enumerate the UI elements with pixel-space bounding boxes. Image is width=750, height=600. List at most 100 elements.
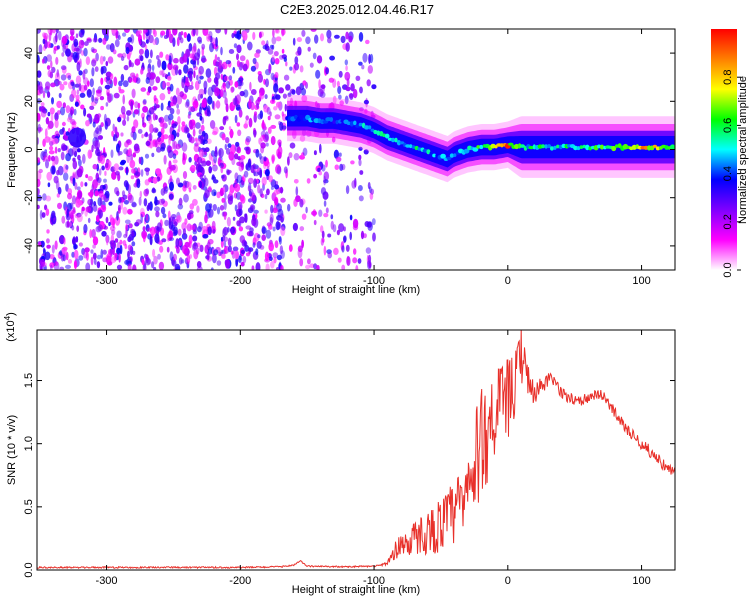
spectrogram-cell: [130, 34, 135, 44]
spectrogram-cell: [101, 165, 105, 171]
spectrogram-cell: [152, 248, 156, 258]
spectrogram-cell: [394, 137, 398, 143]
spectrogram-cell: [353, 120, 357, 126]
spectrogram-cell: [152, 127, 159, 133]
spectrogram-cell: [358, 159, 362, 167]
spectrogram-cell: [172, 64, 179, 71]
spectrogram-cell: [159, 70, 163, 76]
spectrogram-cell: [37, 70, 42, 78]
spectrogram-cell: [238, 208, 243, 216]
spectrogram-cell: [281, 48, 285, 54]
spectrogram-cell: [48, 155, 51, 162]
spectrogram-cell: [358, 32, 364, 42]
spectrogram-cell: [239, 180, 245, 188]
spectrogram-cell: [270, 124, 277, 129]
spectrogram-cell: [220, 166, 224, 174]
spectrogram-cell: [55, 29, 59, 34]
y-tick-label: -40: [23, 238, 35, 254]
spectrogram-cell: [76, 61, 81, 72]
spectrogram-cell: [301, 29, 306, 37]
spectrogram-cell: [490, 143, 496, 149]
spectrogram-cell: [256, 240, 262, 249]
spectrogram-cell: [268, 64, 272, 72]
spectrogram-cell: [76, 186, 81, 191]
spectrogram-cell: [287, 203, 291, 212]
spectrogram-cell: [51, 29, 57, 34]
spectrogram-cell: [165, 29, 170, 39]
spectrogram-cell: [316, 264, 320, 270]
spectrogram-cell: [215, 37, 218, 47]
spectrogram-cell: [215, 78, 219, 87]
spectrogram-cell: [123, 180, 129, 188]
spectrogram-cell: [44, 251, 51, 261]
spectrogram-cell: [188, 210, 194, 215]
spectrogram-cell: [111, 130, 114, 137]
spectrogram-cell: [116, 230, 122, 239]
spectrogram-cell: [199, 180, 203, 189]
spectrogram-cell: [111, 29, 117, 34]
spectrogram-cell: [41, 212, 46, 218]
spectrogram-cell: [60, 106, 66, 116]
spectrogram-cell: [87, 217, 91, 224]
spectrogram-cell: [248, 231, 254, 237]
spectrogram-cell: [196, 205, 200, 213]
spectrogram-cell: [145, 213, 149, 221]
spectrogram-cell: [287, 92, 292, 97]
spectrogram-cell: [234, 29, 237, 35]
spectrogram-cell: [148, 133, 153, 141]
spectrogram-cell: [86, 89, 92, 98]
spectrogram-cell: [297, 46, 302, 56]
spectrogram-cell: [173, 140, 178, 150]
spectrogram-cell: [151, 152, 155, 158]
spectrogram-cell: [149, 226, 156, 236]
spectrogram-cell: [155, 168, 162, 175]
spectrogram-cell: [102, 37, 107, 45]
spectrogram-cell: [73, 38, 79, 48]
spectrogram-cell: [214, 87, 220, 97]
spectrogram-cell: [276, 267, 280, 270]
spectrogram-cell: [178, 69, 182, 76]
spectrogram-cell: [252, 31, 256, 41]
spectrogram-cell: [120, 56, 125, 61]
spectrogram-cell: [105, 60, 109, 67]
spectrogram-cell: [152, 177, 158, 184]
spectrogram-cell: [168, 237, 175, 242]
spectrogram-cell: [84, 182, 88, 187]
spectrogram-cell: [50, 112, 54, 122]
spectrogram-cell: [255, 262, 261, 270]
spectrogram-cell: [266, 188, 270, 196]
spectrogram-cell: [135, 77, 141, 84]
spectrogram-cell: [349, 121, 354, 127]
spectrogram-cell: [294, 56, 299, 65]
spectrogram-cell: [234, 204, 238, 212]
spectrogram-cell: [96, 261, 101, 269]
spectrogram-cell: [168, 137, 171, 145]
spectrogram-cell: [160, 30, 166, 36]
spectrogram-cell: [98, 168, 102, 176]
spectrogram-cell: [109, 225, 116, 231]
spectrogram-cell: [240, 176, 245, 186]
spectrogram-cell: [44, 128, 48, 139]
spectrogram-cell: [93, 201, 97, 207]
spectrogram-cell: [65, 221, 69, 228]
spectrogram-cell: [50, 60, 53, 69]
spectrogram-cell: [339, 163, 344, 171]
spectrogram-cell: [140, 41, 147, 48]
spectrogram-cell: [44, 204, 48, 211]
spectrogram-cell: [240, 261, 245, 267]
spectrogram-cell: [234, 250, 240, 260]
spectrogram-cell: [307, 46, 311, 52]
spectrogram-cell: [100, 194, 107, 200]
colorbar-tick-label: 0.6: [722, 118, 734, 133]
spectrogram-cell: [109, 240, 114, 245]
spectrogram-cell: [106, 78, 112, 85]
spectrogram-cell: [173, 57, 179, 64]
spectrogram-cell: [367, 125, 372, 130]
spectrogram-cell: [68, 210, 75, 218]
spectrogram-cell: [221, 85, 225, 90]
spectrogram-cell: [267, 126, 272, 135]
spectrogram-cell: [239, 194, 245, 202]
spectrogram-cell: [235, 141, 240, 147]
spectrogram-cell: [186, 181, 192, 190]
